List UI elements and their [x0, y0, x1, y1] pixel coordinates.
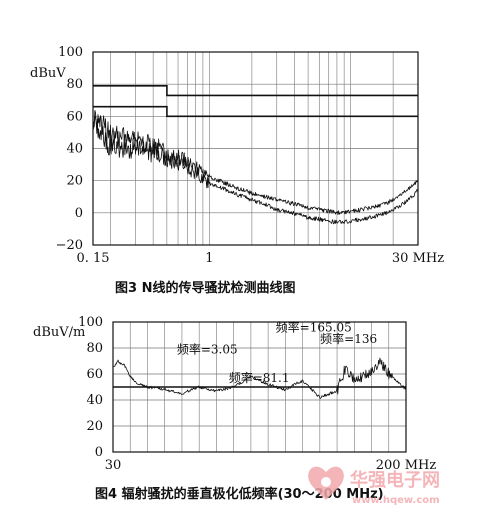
watermark-logo [308, 466, 344, 500]
x-tick-label: 30 [105, 458, 122, 473]
chart1-caption: 图3 N线的传导骚扰检测曲线图 [115, 280, 295, 296]
y-tick-label: 100 [78, 315, 103, 330]
limit-line [93, 105, 418, 118]
y-tick-label: 80 [86, 341, 103, 356]
annotation-label: 频率=3.05 [177, 342, 238, 357]
chart-conducted-emission: 100 80 60 40 20 0 −20 0. 15 1 30 MHz dBuV 图3 N线的… [30, 45, 444, 296]
chart2-caption: 图4 辐射骚扰的垂直极化低频率(30～200 MHz) [95, 486, 384, 502]
y-tick-label: 40 [66, 142, 83, 157]
series-line-2 [92, 115, 419, 225]
chart1-y-axis-label: dBuV [30, 66, 66, 81]
y-tick-label: 60 [86, 367, 103, 382]
x-tick-label: 0. 15 [76, 251, 109, 266]
limit-line [93, 85, 418, 97]
chart2-x-tick-labels: 30 200 MHz [105, 458, 437, 473]
series-line-1 [92, 110, 419, 216]
y-tick-label: −20 [56, 238, 83, 253]
chart1-limit-lines [93, 85, 418, 118]
watermark-url: www.hqew.com [352, 495, 440, 506]
y-tick-label: 60 [66, 109, 83, 124]
chart2-y-axis-label: dBuV/m [33, 325, 85, 340]
annotation-label: 频率=165.05 [276, 320, 352, 335]
chart2-series [112, 357, 407, 400]
y-tick-label: 0 [95, 445, 103, 460]
chart1-y-tick-labels: 100 80 60 40 20 0 −20 [56, 45, 83, 253]
y-tick-label: 20 [86, 419, 103, 434]
y-tick-label: 100 [58, 45, 83, 60]
watermark: 华强电子网 www.hqew.com [308, 466, 440, 506]
y-tick-label: 20 [66, 174, 83, 189]
chart2-y-tick-labels: 100 80 60 40 20 0 [78, 315, 103, 460]
chart1-x-tick-labels: 0. 15 1 30 MHz [76, 251, 444, 266]
chart1-frame [92, 51, 419, 246]
annotation-label: 频率=136 [320, 331, 377, 346]
chart1-series [92, 110, 419, 225]
watermark-brand: 华强电子网 [350, 469, 440, 491]
x-tick-label: 30 MHz [392, 251, 444, 266]
y-tick-label: 80 [66, 77, 83, 92]
y-tick-label: 40 [86, 393, 103, 408]
x-tick-label: 1 [205, 251, 213, 266]
y-tick-label: 0 [75, 206, 83, 221]
annotation-label: 频率=81.1 [229, 370, 290, 385]
series-line-1 [112, 357, 407, 400]
x-tick-label: 200 MHz [376, 458, 437, 473]
